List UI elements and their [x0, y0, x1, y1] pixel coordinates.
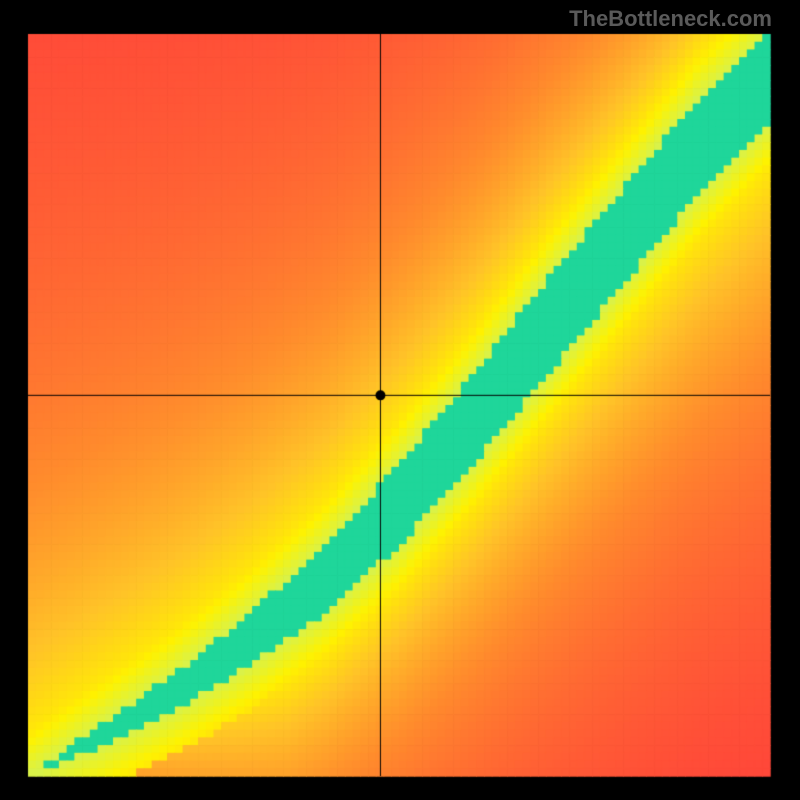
watermark-text: TheBottleneck.com [569, 6, 772, 32]
heatmap-canvas [0, 0, 800, 800]
chart-container: TheBottleneck.com [0, 0, 800, 800]
